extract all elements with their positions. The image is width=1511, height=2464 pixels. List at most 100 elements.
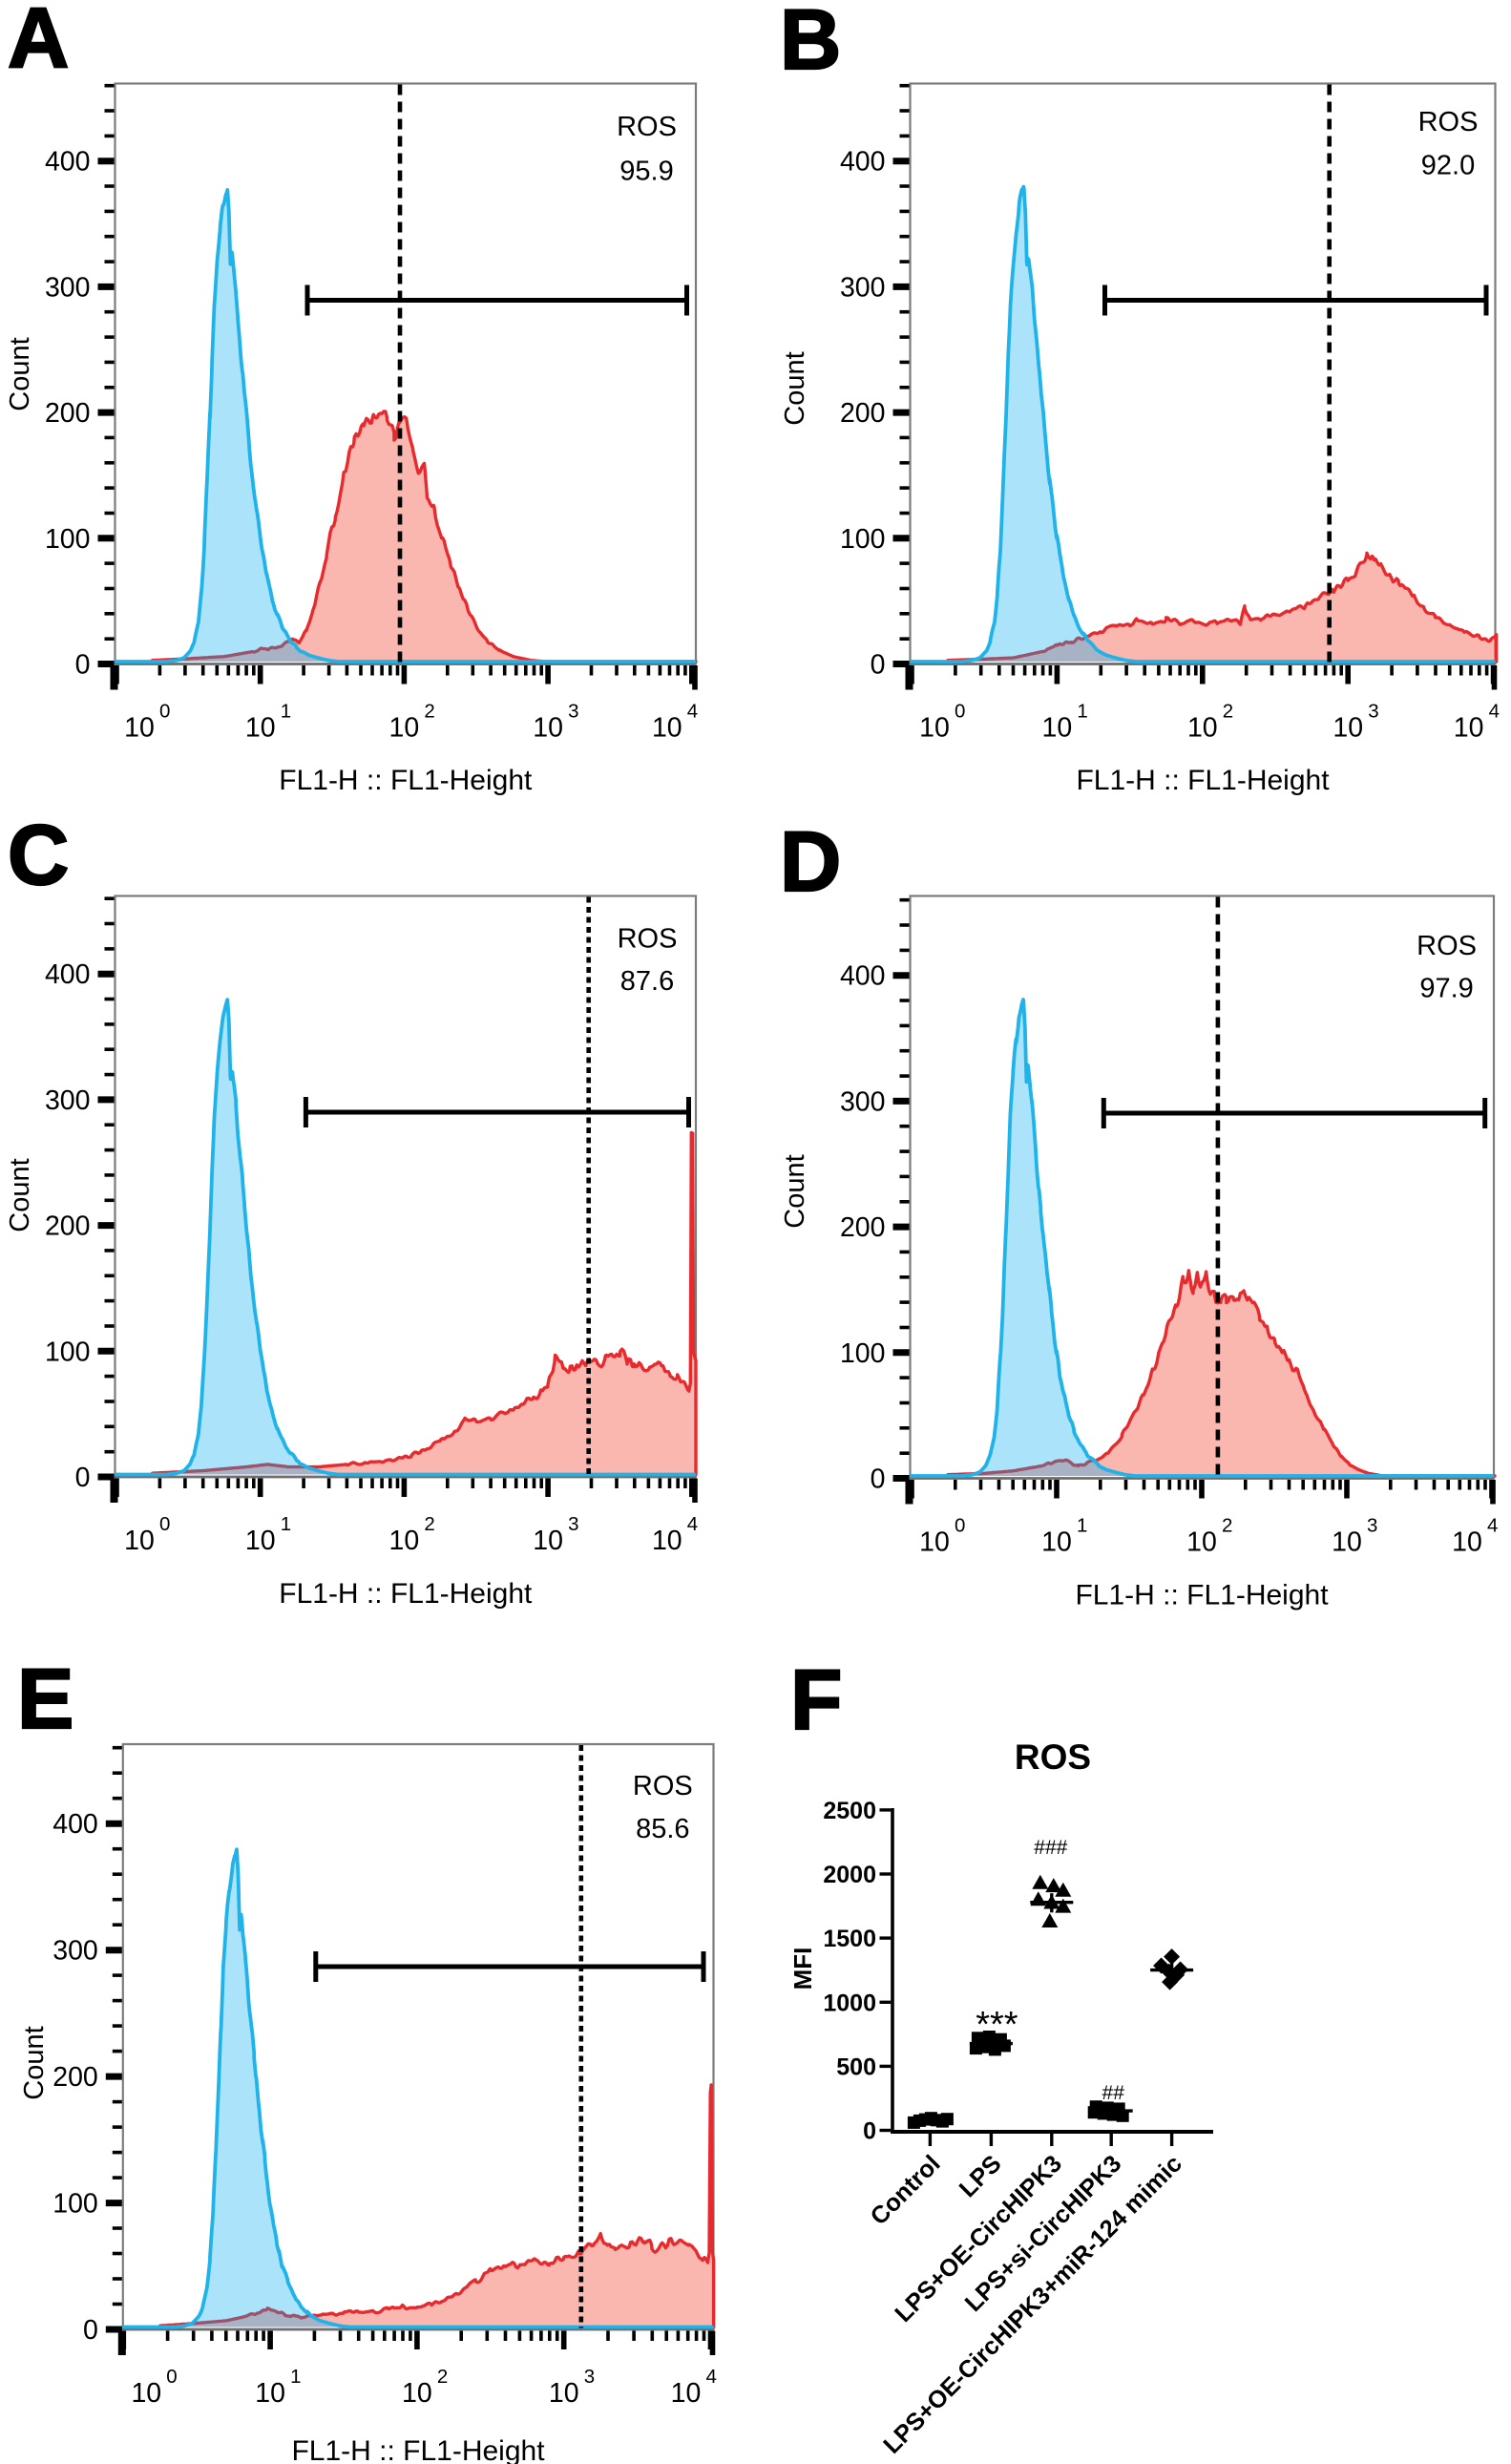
svg-text:***: *** — [976, 2005, 1018, 2045]
svg-text:ROS: ROS — [617, 112, 677, 142]
svg-text:10: 10 — [1452, 1527, 1482, 1558]
svg-text:Count: Count — [5, 1158, 35, 1232]
svg-text:97.9: 97.9 — [1419, 974, 1473, 1004]
svg-text:400: 400 — [840, 961, 886, 992]
svg-text:C: C — [8, 807, 69, 902]
svg-text:4: 4 — [687, 1513, 698, 1535]
svg-text:95.9: 95.9 — [619, 157, 673, 187]
svg-text:4: 4 — [706, 2366, 717, 2388]
svg-text:A: A — [8, 0, 69, 85]
svg-text:10: 10 — [402, 2378, 432, 2409]
svg-text:3: 3 — [584, 2366, 595, 2388]
svg-text:1: 1 — [1077, 1515, 1087, 1537]
svg-text:10: 10 — [1186, 1527, 1217, 1558]
svg-text:400: 400 — [45, 959, 91, 990]
svg-text:400: 400 — [840, 147, 886, 178]
svg-text:0: 0 — [159, 701, 170, 723]
svg-text:10: 10 — [549, 2378, 579, 2409]
svg-text:2500: 2500 — [823, 1798, 876, 1824]
svg-text:ROS: ROS — [1417, 931, 1477, 961]
svg-text:300: 300 — [52, 1936, 98, 1967]
svg-text:100: 100 — [52, 2189, 98, 2220]
svg-text:0: 0 — [955, 1515, 965, 1537]
svg-text:300: 300 — [840, 272, 886, 303]
svg-text:2000: 2000 — [823, 1862, 876, 1888]
svg-text:FL1-H :: FL1-Height: FL1-H :: FL1-Height — [1075, 1580, 1329, 1611]
svg-text:100: 100 — [45, 524, 91, 555]
svg-text:3: 3 — [568, 701, 578, 723]
svg-text:400: 400 — [52, 1809, 98, 1840]
svg-text:200: 200 — [45, 1211, 91, 1242]
svg-text:ROS: ROS — [1015, 1737, 1091, 1777]
svg-text:300: 300 — [45, 1085, 91, 1116]
svg-text:400: 400 — [45, 147, 91, 178]
svg-text:92.0: 92.0 — [1421, 151, 1475, 181]
svg-text:85.6: 85.6 — [636, 1814, 689, 1844]
svg-text:10: 10 — [1454, 713, 1484, 744]
svg-text:0: 0 — [871, 1464, 886, 1495]
svg-text:10: 10 — [919, 713, 950, 744]
svg-text:10: 10 — [389, 713, 420, 744]
svg-text:10: 10 — [671, 2378, 702, 2409]
svg-text:0: 0 — [83, 2315, 98, 2346]
svg-text:2: 2 — [1222, 1515, 1232, 1537]
svg-text:200: 200 — [52, 2062, 98, 2093]
svg-text:200: 200 — [840, 398, 886, 429]
svg-text:10: 10 — [533, 1526, 563, 1556]
svg-text:Count: Count — [5, 337, 35, 411]
svg-text:1: 1 — [1077, 701, 1087, 723]
svg-text:FL1-H :: FL1-Height: FL1-H :: FL1-Height — [291, 2435, 545, 2464]
svg-text:10: 10 — [255, 2378, 285, 2409]
svg-text:Count: Count — [19, 2026, 50, 2099]
svg-text:10: 10 — [124, 713, 155, 744]
svg-text:2: 2 — [424, 1513, 434, 1535]
svg-text:1000: 1000 — [823, 1990, 876, 2016]
svg-text:1500: 1500 — [823, 1926, 876, 1952]
svg-text:ROS: ROS — [1418, 107, 1479, 137]
svg-text:2: 2 — [1223, 701, 1233, 723]
svg-text:87.6: 87.6 — [620, 966, 674, 997]
svg-text:E: E — [17, 1651, 73, 1746]
svg-text:0: 0 — [863, 2118, 876, 2145]
svg-text:100: 100 — [45, 1337, 91, 1367]
svg-text:FL1-H :: FL1-Height: FL1-H :: FL1-Height — [279, 1578, 533, 1610]
svg-text:10: 10 — [1333, 713, 1363, 744]
svg-text:10: 10 — [245, 1526, 276, 1556]
svg-text:300: 300 — [840, 1086, 886, 1117]
svg-text:10: 10 — [533, 713, 563, 744]
svg-text:10: 10 — [1041, 1527, 1072, 1558]
svg-text:10: 10 — [1332, 1527, 1362, 1558]
svg-text:1: 1 — [281, 701, 291, 723]
svg-text:200: 200 — [45, 398, 91, 429]
svg-text:0: 0 — [871, 650, 886, 681]
svg-text:10: 10 — [124, 1526, 155, 1556]
svg-text:10: 10 — [389, 1526, 420, 1556]
svg-text:Count: Count — [780, 351, 810, 425]
svg-text:FL1-H :: FL1-Height: FL1-H :: FL1-Height — [279, 765, 533, 796]
svg-text:10: 10 — [652, 1526, 682, 1556]
svg-text:3: 3 — [1367, 1515, 1377, 1537]
svg-text:2: 2 — [437, 2366, 448, 2388]
svg-text:4: 4 — [687, 701, 698, 723]
svg-text:B: B — [780, 0, 841, 87]
svg-text:10: 10 — [919, 1527, 950, 1558]
svg-text:3: 3 — [1368, 701, 1378, 723]
svg-text:F: F — [790, 1652, 842, 1747]
svg-text:###: ### — [1034, 1837, 1067, 1859]
svg-text:0: 0 — [75, 650, 91, 681]
svg-text:100: 100 — [840, 524, 886, 555]
svg-text:200: 200 — [840, 1212, 886, 1243]
svg-text:0: 0 — [166, 2366, 177, 2388]
svg-text:10: 10 — [1187, 713, 1218, 744]
svg-text:10: 10 — [652, 713, 682, 744]
svg-text:4: 4 — [1487, 1515, 1498, 1537]
svg-text:300: 300 — [45, 272, 91, 303]
svg-text:500: 500 — [836, 2053, 876, 2080]
svg-text:ROS: ROS — [633, 1771, 693, 1801]
svg-text:0: 0 — [955, 701, 965, 723]
svg-text:0: 0 — [75, 1463, 91, 1493]
svg-text:Count: Count — [780, 1154, 810, 1228]
svg-text:1: 1 — [290, 2366, 301, 2388]
svg-text:3: 3 — [568, 1513, 578, 1535]
svg-text:##: ## — [1102, 2082, 1125, 2104]
